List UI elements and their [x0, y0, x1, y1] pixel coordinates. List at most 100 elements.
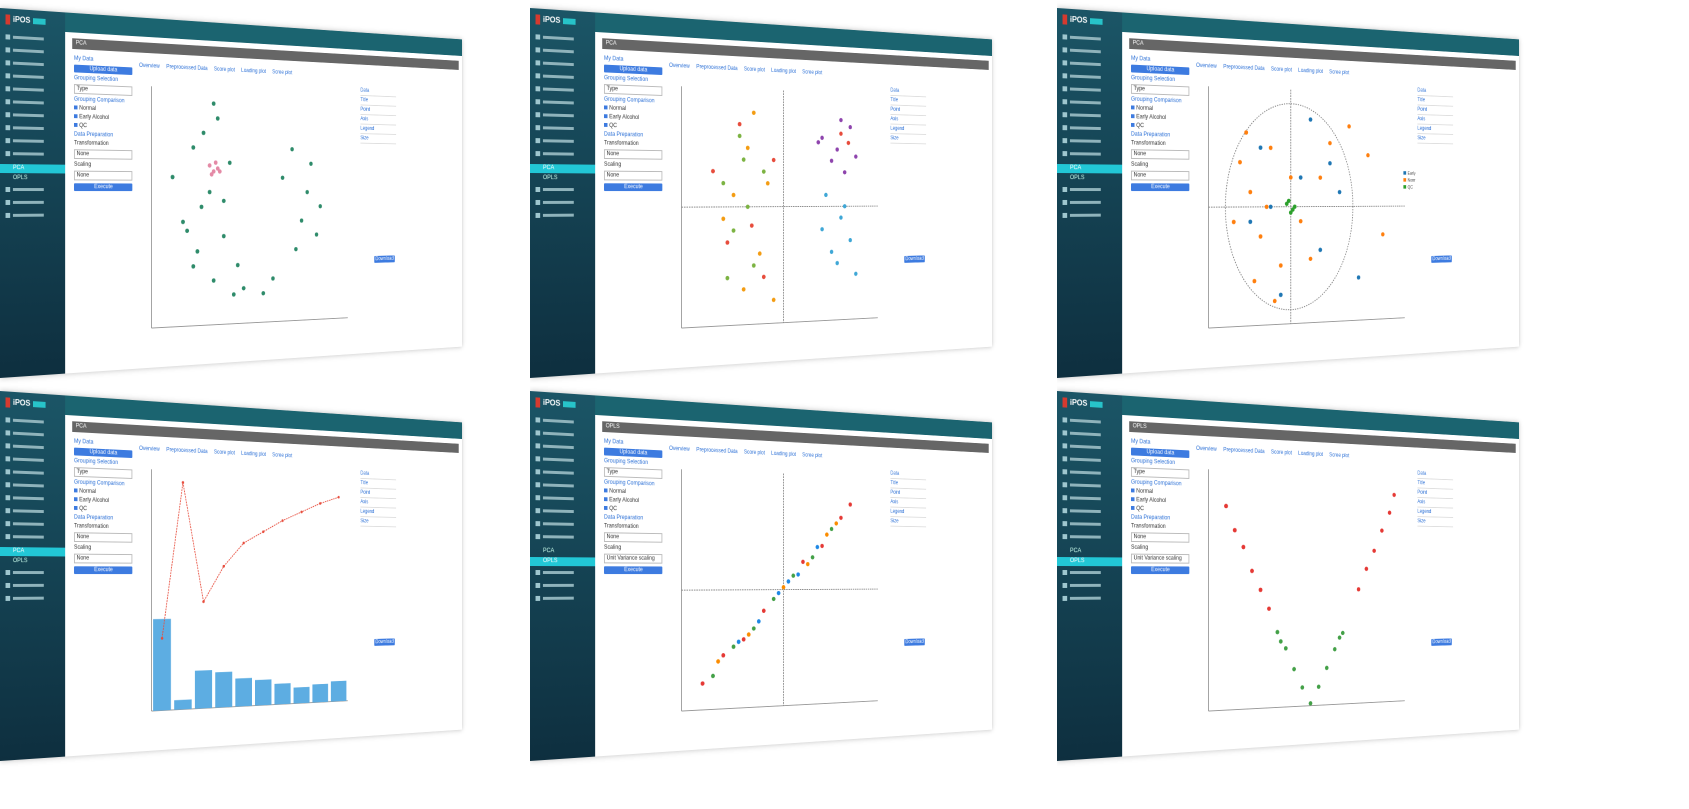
option-item[interactable]: Size: [890, 517, 927, 528]
tab[interactable]: Loading plot: [1298, 68, 1324, 75]
group-checkbox[interactable]: Normal: [1131, 105, 1189, 113]
menu-item[interactable]: [1062, 482, 1113, 490]
menu-item[interactable]: [1062, 73, 1113, 81]
menu-item[interactable]: [535, 112, 586, 119]
tab[interactable]: Score plot: [213, 449, 236, 457]
menu-item[interactable]: [535, 534, 586, 541]
menu-item[interactable]: [535, 469, 586, 477]
transformation-select[interactable]: None: [603, 532, 663, 543]
scaling-select[interactable]: None: [603, 170, 663, 181]
menu-item[interactable]: [5, 60, 56, 68]
menu-item[interactable]: [1062, 456, 1113, 464]
menu-item[interactable]: [1062, 417, 1113, 426]
group-select[interactable]: Type: [73, 84, 133, 96]
tab[interactable]: Scree plot: [802, 69, 823, 77]
menu-item[interactable]: [535, 482, 586, 490]
menu-item[interactable]: [5, 99, 56, 107]
upload-button[interactable]: Upload data: [603, 64, 663, 76]
execute-button[interactable]: Execute: [73, 183, 133, 192]
scaling-select[interactable]: None: [73, 170, 133, 181]
menu-item[interactable]: [1062, 495, 1113, 502]
tab[interactable]: Preprocessed Data: [696, 64, 738, 72]
menu-item[interactable]: [535, 125, 586, 132]
menu-item[interactable]: [5, 482, 56, 490]
execute-button[interactable]: Execute: [603, 566, 663, 575]
execute-button[interactable]: Execute: [603, 183, 663, 192]
download-button[interactable]: Download: [374, 255, 395, 263]
menu-item[interactable]: [1062, 34, 1113, 43]
submenu-item[interactable]: PCA: [1069, 548, 1082, 555]
transformation-select[interactable]: None: [73, 149, 133, 160]
menu-item[interactable]: [5, 34, 56, 43]
group-select[interactable]: Type: [603, 84, 663, 96]
menu-item[interactable]: [1062, 99, 1113, 107]
menu-item[interactable]: [1062, 534, 1113, 541]
menu-item[interactable]: [535, 456, 586, 464]
menu-item[interactable]: [5, 151, 56, 158]
group-checkbox[interactable]: Normal: [604, 488, 662, 496]
menu-item[interactable]: [5, 495, 56, 502]
group-select[interactable]: Type: [73, 467, 133, 479]
tab[interactable]: Scree plot: [802, 452, 823, 460]
menu-item[interactable]: [1062, 595, 1113, 602]
menu-item[interactable]: [535, 187, 586, 193]
menu-item[interactable]: [535, 86, 586, 94]
menu-item[interactable]: [535, 47, 586, 56]
tab[interactable]: Preprocessed Data: [696, 447, 738, 455]
group-select[interactable]: Type: [1130, 84, 1190, 96]
menu-item[interactable]: [535, 151, 586, 158]
submenu-item[interactable]: OPLS: [1069, 175, 1085, 182]
menu-item[interactable]: [535, 199, 586, 206]
menu-item[interactable]: [5, 456, 56, 464]
group-checkbox[interactable]: Early Alcohol: [74, 114, 132, 121]
tab[interactable]: Score plot: [743, 66, 766, 74]
tab[interactable]: Overview: [1196, 445, 1217, 453]
submenu-item[interactable]: PCA: [530, 164, 596, 174]
tab[interactable]: Loading plot: [241, 451, 267, 458]
group-checkbox[interactable]: Early Alcohol: [604, 114, 662, 121]
upload-button[interactable]: Upload data: [73, 64, 133, 76]
option-item[interactable]: Size: [360, 134, 397, 145]
group-checkbox[interactable]: Normal: [74, 488, 132, 496]
menu-item[interactable]: [5, 508, 56, 515]
menu-item[interactable]: [535, 60, 586, 68]
group-select[interactable]: Type: [603, 467, 663, 479]
submenu-item[interactable]: PCA: [0, 547, 66, 557]
menu-item[interactable]: [1062, 151, 1113, 158]
transformation-select[interactable]: None: [1130, 532, 1190, 543]
submenu-item[interactable]: OPLS: [542, 175, 558, 182]
menu-item[interactable]: [5, 73, 56, 81]
menu-item[interactable]: [5, 570, 56, 576]
transformation-select[interactable]: None: [73, 532, 133, 543]
tab[interactable]: Score plot: [743, 449, 766, 457]
tab[interactable]: Overview: [1196, 62, 1217, 70]
tab[interactable]: Scree plot: [272, 69, 293, 77]
group-checkbox[interactable]: QC: [1131, 506, 1189, 513]
menu-item[interactable]: [5, 430, 56, 439]
tab[interactable]: Scree plot: [272, 452, 293, 460]
transformation-select[interactable]: None: [603, 149, 663, 160]
group-checkbox[interactable]: Early Alcohol: [1131, 114, 1189, 121]
group-checkbox[interactable]: QC: [74, 123, 132, 130]
group-checkbox[interactable]: QC: [1131, 123, 1189, 130]
menu-item[interactable]: [1062, 187, 1113, 193]
tab[interactable]: Overview: [669, 62, 690, 70]
scaling-select[interactable]: None: [73, 553, 133, 564]
menu-item[interactable]: [535, 138, 586, 145]
scaling-select[interactable]: Unit Variance scaling: [603, 553, 663, 564]
menu-item[interactable]: [1062, 60, 1113, 68]
download-button[interactable]: Download: [904, 638, 925, 646]
upload-button[interactable]: Upload data: [1130, 64, 1190, 76]
download-button[interactable]: Download: [904, 255, 925, 263]
upload-button[interactable]: Upload data: [73, 447, 133, 459]
tab[interactable]: Preprocessed Data: [166, 447, 208, 455]
option-item[interactable]: Size: [1417, 517, 1454, 528]
tab[interactable]: Score plot: [213, 66, 236, 74]
submenu-item[interactable]: PCA: [542, 548, 555, 555]
group-checkbox[interactable]: Early Alcohol: [74, 497, 132, 504]
menu-item[interactable]: [5, 86, 56, 94]
tab[interactable]: Score plot: [1270, 66, 1293, 74]
menu-item[interactable]: [535, 521, 586, 528]
menu-item[interactable]: [535, 34, 586, 43]
group-checkbox[interactable]: Normal: [74, 105, 132, 113]
